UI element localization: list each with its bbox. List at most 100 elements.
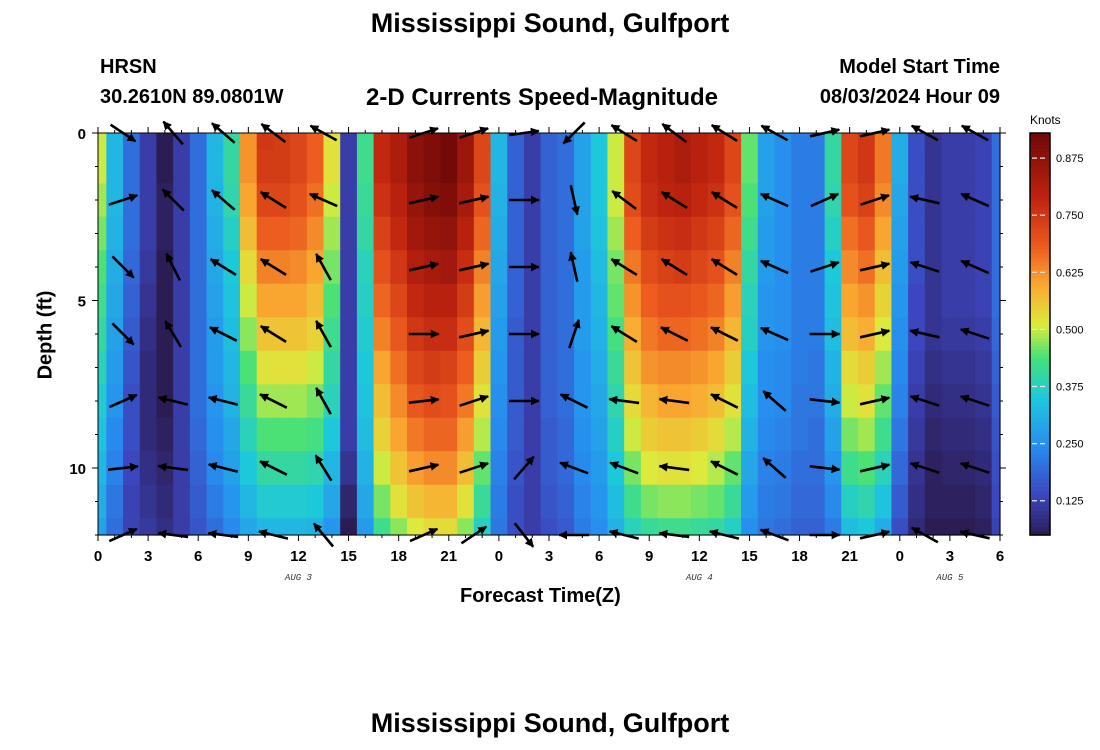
colorbar-segment [1030, 285, 1050, 291]
colorbar-segment [1030, 442, 1050, 448]
colorbar-segment [1030, 354, 1050, 359]
heatmap-cell [724, 250, 742, 285]
heatmap-cell [924, 149, 943, 184]
heatmap-cell [507, 484, 525, 519]
current-vector-arrow [710, 460, 739, 476]
heatmap-cell [407, 216, 425, 251]
heatmap-cell [306, 250, 325, 285]
heatmap-cell [774, 451, 792, 486]
heatmap-cell [991, 283, 1001, 318]
heatmap-cell [724, 216, 742, 251]
heatmap-cell [156, 350, 174, 385]
current-vector-arrow [610, 324, 638, 344]
heatmap-cell [98, 417, 107, 452]
heatmap-cell [256, 133, 274, 151]
heatmap-cell [106, 384, 124, 419]
heatmap-cell [540, 384, 558, 419]
heatmap-cell [607, 149, 625, 184]
current-vector-arrow [568, 251, 579, 282]
colorbar-segment [1030, 474, 1050, 480]
heatmap-cell [807, 149, 826, 184]
current-vector-arrow [458, 328, 490, 339]
heatmap-cell [607, 417, 625, 452]
heatmap-cell [490, 417, 508, 452]
heatmap-cell [540, 451, 558, 486]
heatmap-cell [540, 518, 558, 536]
colorbar-segment [1030, 289, 1050, 295]
heatmap-cell [507, 216, 525, 251]
heatmap-cell [858, 133, 876, 151]
heatmap-cell [908, 133, 926, 151]
colorbar-segment [1030, 209, 1050, 214]
x-tick-label: 6 [595, 548, 603, 565]
heatmap-cell [657, 183, 675, 218]
current-vector-arrow [658, 462, 690, 472]
heatmap-cell [123, 350, 141, 385]
heatmap-cell [924, 317, 943, 352]
current-vector-arrow [308, 192, 338, 208]
heatmap-cell [356, 149, 375, 184]
heatmap-cell [106, 183, 124, 218]
heatmap-cell [640, 283, 659, 318]
heatmap-cell [390, 133, 408, 151]
heatmap-cell [523, 216, 542, 251]
heatmap-cell [974, 417, 993, 452]
heatmap-cell [123, 417, 141, 452]
x-tick-label: 9 [645, 548, 653, 565]
heatmap-cell [908, 484, 926, 519]
current-vector-arrow [909, 394, 940, 407]
heatmap-cell [590, 484, 609, 519]
heatmap-cell [98, 149, 107, 184]
heatmap-cell [741, 451, 759, 486]
heatmap-cell [807, 484, 826, 519]
heatmap-cell [540, 183, 558, 218]
colorbar-tick-label: 0.875 [1056, 153, 1084, 165]
heatmap-cell [557, 216, 575, 251]
heatmap-cell [991, 133, 1001, 151]
heatmap-cell [273, 484, 291, 519]
heatmap-cell [891, 133, 909, 151]
colorbar-segment [1030, 329, 1050, 335]
current-vector-arrow [909, 194, 940, 205]
heatmap-cell [540, 317, 558, 352]
heatmap-cell [707, 417, 725, 452]
heatmap-cell [189, 283, 208, 318]
colorbar-segment [1030, 185, 1050, 190]
heatmap-cell [941, 133, 959, 151]
heatmap-cell [390, 350, 408, 385]
heatmap-cell [707, 283, 725, 318]
heatmap-cell [189, 451, 208, 486]
heatmap-cell [139, 250, 158, 285]
heatmap-cell [841, 518, 859, 536]
heatmap-cell [223, 149, 241, 184]
heatmap-cell [924, 484, 943, 519]
x-tick-label: 18 [390, 548, 407, 565]
heatmap-cell [590, 250, 609, 285]
current-vector-arrow [960, 192, 990, 208]
heatmap-cell [239, 350, 258, 385]
heatmap-cell [139, 417, 158, 452]
current-vector-arrow [710, 190, 738, 210]
colorbar-segment [1030, 281, 1050, 287]
heatmap-cell [323, 216, 341, 251]
heatmap-cell [841, 417, 859, 452]
colorbar-segment [1030, 510, 1050, 516]
colorbar-segment [1030, 325, 1050, 331]
colorbar-segment [1030, 526, 1050, 532]
heatmap-cell [323, 451, 341, 486]
heatmap-cell [958, 283, 976, 318]
heatmap-cell [824, 518, 842, 536]
heatmap-cell [106, 518, 124, 536]
heatmap-cell [189, 384, 208, 419]
heatmap-cell [741, 283, 759, 318]
heatmap-cell [607, 133, 625, 151]
colorbar-tick-label: 0.125 [1056, 496, 1084, 508]
colorbar-segment [1030, 233, 1050, 239]
heatmap-cell [574, 417, 592, 452]
heatmap-cell [640, 417, 659, 452]
heatmap-cell [473, 350, 492, 385]
heatmap-cell [290, 417, 308, 452]
current-vector-arrow [809, 464, 841, 474]
heatmap-cell [156, 250, 174, 285]
x-tick-label: 3 [545, 548, 553, 565]
